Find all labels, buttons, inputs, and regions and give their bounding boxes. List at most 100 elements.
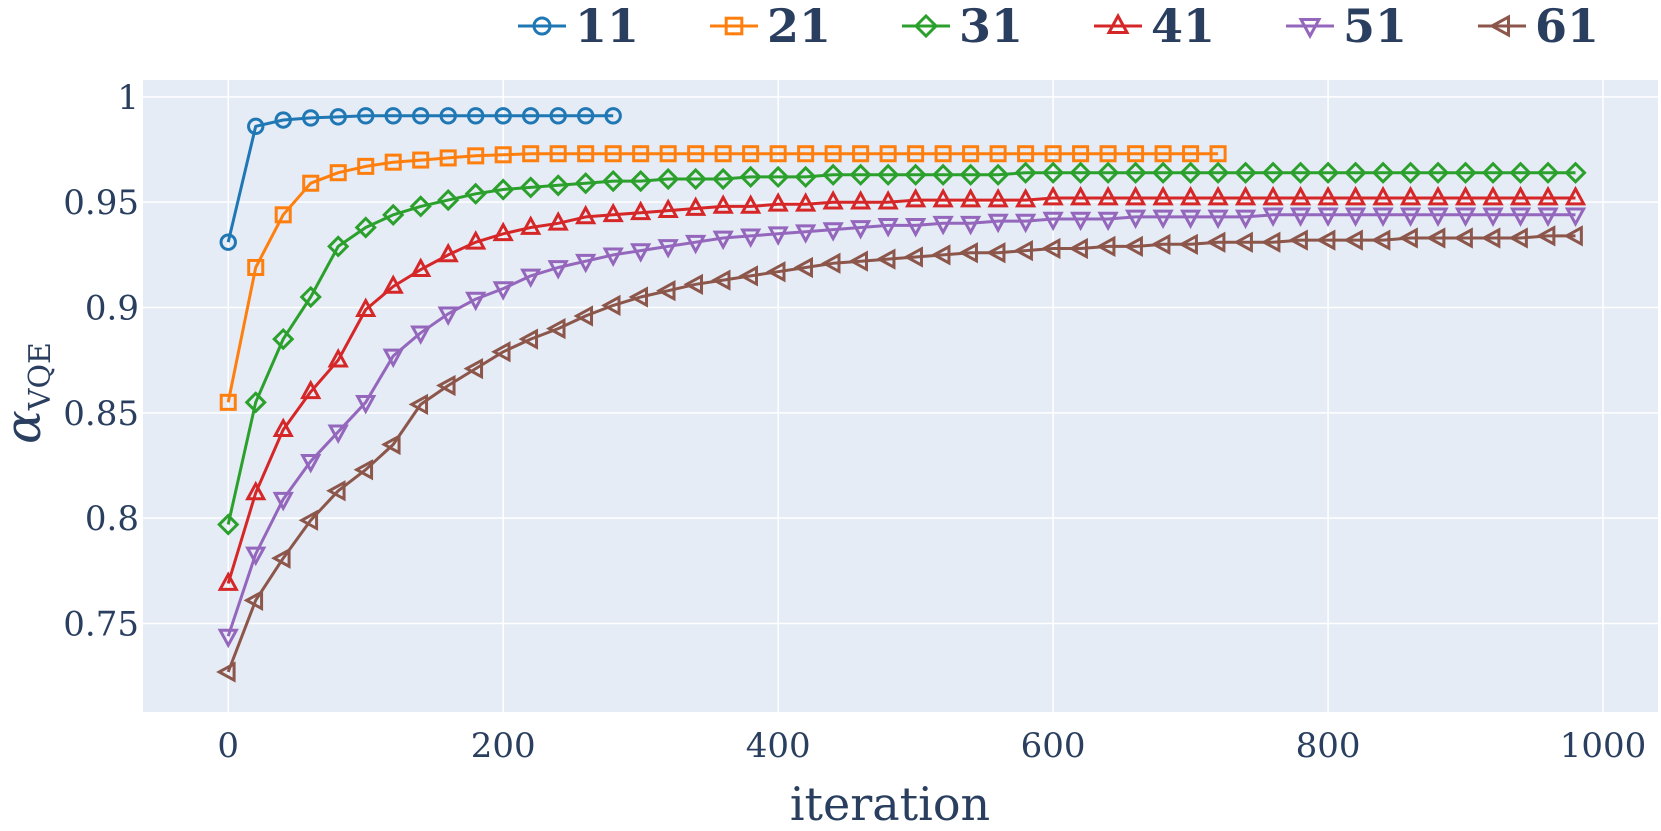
- legend-label: 21: [767, 0, 831, 53]
- data-point-triangle-up: [1106, 12, 1130, 34]
- data-point-square: [522, 145, 540, 163]
- data-point-diamond: [877, 163, 900, 186]
- data-point-triangle-left: [1260, 231, 1281, 253]
- data-point-triangle-down: [1399, 207, 1422, 227]
- data-point-square: [247, 258, 265, 277]
- data-point-circle: [384, 107, 402, 125]
- data-point-triangle-up: [740, 194, 762, 214]
- data-point-triangle-left: [1068, 237, 1088, 260]
- data-point-triangle-left: [738, 265, 758, 287]
- data-point-triangle-left: [1013, 240, 1033, 262]
- data-point-diamond: [1536, 161, 1560, 184]
- data-point-triangle-down: [355, 394, 377, 415]
- data-point-square: [274, 206, 292, 224]
- legend-item-51[interactable]: 51: [1286, 0, 1407, 53]
- x-tick-label: 200: [471, 726, 536, 766]
- data-point-triangle-down: [492, 281, 514, 301]
- data-point-triangle-left: [1370, 229, 1391, 251]
- data-point-triangle-up: [1234, 185, 1257, 206]
- data-point-diamond: [1454, 161, 1477, 184]
- data-point-diamond: [574, 172, 597, 195]
- data-point-diamond: [1371, 161, 1395, 184]
- data-point-triangle-down: [1537, 207, 1559, 227]
- data-point-triangle-up: [355, 297, 377, 317]
- series-line: [226, 114, 614, 243]
- data-point-circle: [604, 107, 622, 125]
- data-point-triangle-down: [300, 453, 322, 474]
- legend-item-11[interactable]: 11: [518, 0, 639, 53]
- data-point-triangle-left: [243, 589, 264, 611]
- data-point-square: [439, 149, 457, 167]
- legend-item-61[interactable]: 61: [1478, 0, 1599, 53]
- data-point-triangle-left: [656, 280, 676, 302]
- x-axis-ticks: 0 200 400 600 800 1000: [217, 726, 1646, 766]
- data-point-triangle-left: [1288, 229, 1308, 251]
- data-point-triangle-up: [959, 187, 982, 208]
- data-point-triangle-left: [1508, 227, 1528, 249]
- data-point-triangle-left: [1040, 237, 1061, 260]
- series-31: [217, 161, 1587, 536]
- data-point-triangle-down: [217, 628, 239, 649]
- data-point-triangle-down: [1317, 207, 1339, 227]
- data-point-diamond: [684, 167, 707, 191]
- data-point-triangle-down: [685, 234, 707, 255]
- data-point-triangle-left: [1233, 231, 1253, 253]
- data-point-triangle-left: [1095, 235, 1116, 258]
- series-51: [217, 207, 1587, 649]
- data-point-diamond: [1234, 161, 1257, 184]
- y-tick-label: 1: [117, 78, 139, 118]
- data-point-triangle-left: [573, 305, 594, 327]
- data-point-triangle-up: [1069, 185, 1092, 206]
- data-point-triangle-up: [685, 196, 707, 216]
- data-point-triangle-left: [1453, 227, 1473, 249]
- data-point-triangle-left: [436, 374, 456, 397]
- data-point-diamond: [739, 165, 762, 189]
- data-point-triangle-down: [465, 291, 487, 312]
- legend: 11 21 31 41 51 61: [518, 0, 1599, 53]
- data-point-diamond: [822, 163, 845, 186]
- data-point-triangle-up: [657, 198, 679, 218]
- data-point-triangle-left: [326, 480, 346, 502]
- data-point-circle: [357, 107, 375, 125]
- y-tick-label: 0.8: [85, 499, 139, 539]
- data-point-triangle-up: [1097, 185, 1119, 206]
- data-point-diamond: [1151, 161, 1175, 184]
- data-point-diamond: [1261, 161, 1285, 184]
- data-point-triangle-up: [1537, 185, 1559, 206]
- y-tick-label: 0.9: [85, 289, 139, 329]
- data-point-triangle-left: [381, 433, 401, 456]
- data-point-triangle-down: [959, 215, 982, 236]
- legend-item-31[interactable]: 31: [902, 0, 1023, 53]
- data-point-diamond: [217, 513, 240, 536]
- data-point-triangle-up: [877, 190, 899, 210]
- data-point-triangle-up: [1564, 185, 1587, 206]
- data-point-triangle-down: [1262, 207, 1284, 227]
- data-point-triangle-up: [1179, 185, 1202, 206]
- data-point-diamond: [519, 176, 542, 199]
- data-point-triangle-down: [904, 218, 927, 238]
- data-point-triangle-left: [930, 244, 951, 266]
- data-point-triangle-left: [793, 256, 813, 279]
- x-axis-title: iteration: [790, 777, 990, 831]
- data-point-triangle-left: [1315, 229, 1336, 251]
- data-point-square: [1017, 145, 1035, 163]
- data-point-circle: [439, 107, 457, 125]
- legend-item-21[interactable]: 21: [710, 0, 831, 53]
- data-point-diamond: [1316, 161, 1340, 184]
- legend-item-41[interactable]: 41: [1094, 0, 1215, 53]
- data-point-diamond: [1124, 161, 1147, 184]
- data-point-triangle-up: [987, 187, 1009, 208]
- data-point-triangle-left: [1150, 233, 1171, 255]
- data-point-square: [1154, 145, 1172, 163]
- data-point-circle: [219, 233, 237, 251]
- data-point-triangle-up: [822, 190, 844, 210]
- data-point-square: [989, 145, 1007, 163]
- y-axis-ticks: 0.75 0.8 0.85 0.9 0.95 1: [63, 78, 139, 645]
- data-point-triangle-up: [932, 187, 954, 208]
- data-point-triangle-up: [1372, 185, 1394, 206]
- series-61: [216, 225, 1583, 683]
- data-point-triangle-up: [245, 480, 267, 501]
- data-point-triangle-up: [520, 215, 542, 235]
- data-point-triangle-up: [437, 242, 459, 263]
- data-point-triangle-down: [1042, 211, 1064, 232]
